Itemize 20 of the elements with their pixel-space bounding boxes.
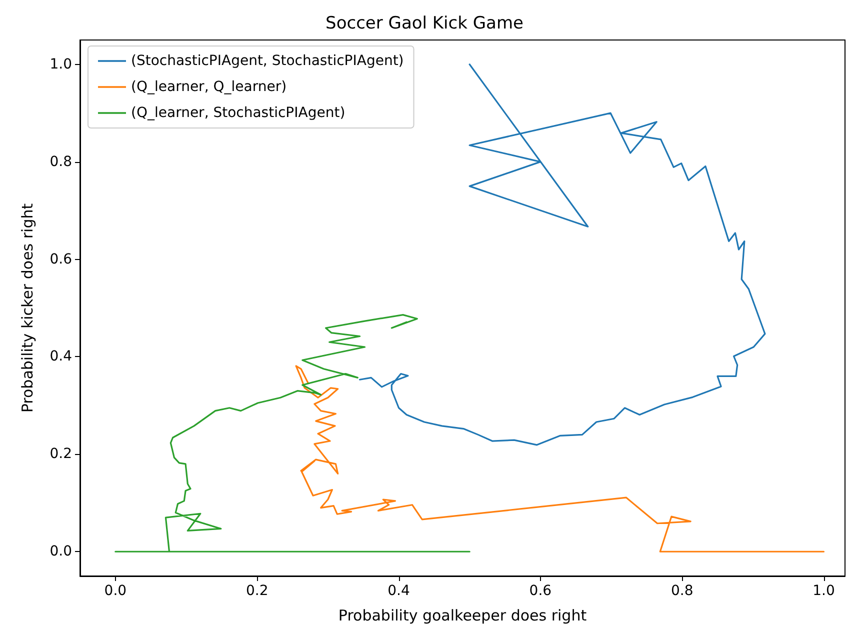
y-tick-label: 0.8 — [50, 154, 72, 170]
y-tick-label: 0.2 — [50, 446, 72, 462]
line-series — [295, 365, 825, 552]
y-tick-label: 0.0 — [50, 544, 72, 560]
chart-title: Soccer Gaol Kick Game — [326, 14, 524, 34]
x-tick-label: 0.6 — [529, 583, 552, 599]
legend-label: (Q_learner, Q_learner) — [131, 79, 287, 95]
y-tick-label: 0.6 — [50, 251, 72, 268]
y-tick-label: 1.0 — [50, 56, 72, 72]
x-tick-label: 0.0 — [104, 583, 127, 599]
legend-label: (Q_learner, StochasticPIAgent) — [131, 105, 346, 121]
y-axis-title: Probability kicker does right — [18, 203, 36, 413]
line-series — [114, 314, 470, 552]
x-axis-title: Probability goalkeeper does right — [338, 606, 587, 624]
legend-label: (StochasticPIAgent, StochasticPIAgent) — [131, 53, 404, 69]
y-tick-label: 0.4 — [50, 348, 72, 365]
x-tick-label: 0.4 — [388, 583, 410, 599]
x-tick-label: 0.8 — [670, 583, 694, 599]
x-tick-label: 1.0 — [812, 583, 835, 599]
x-tick-label: 0.2 — [246, 583, 268, 599]
